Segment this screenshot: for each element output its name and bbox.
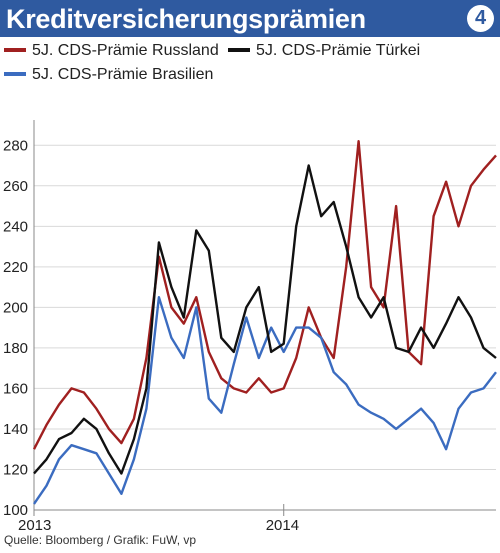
y-tick-label-180: 180: [3, 340, 28, 357]
series-line-russland: [32, 139, 497, 450]
y-tick-label-240: 240: [3, 218, 28, 235]
legend-swatch-russland: [4, 47, 26, 52]
chart-title: Kreditversicherungsprämien: [6, 4, 366, 34]
x-tick-label-2014: 2014: [266, 517, 299, 534]
legend-label-russland: 5J. CDS-Prämie Russland: [32, 42, 219, 59]
x-tick-label-2013: 2013: [18, 517, 51, 534]
figure-number-badge: 4: [467, 5, 494, 32]
source-note: Quelle: Bloomberg / Grafik: FuW, vp: [4, 533, 197, 547]
series-line-brasilien: [33, 296, 497, 505]
y-tick-label-120: 120: [3, 461, 28, 478]
legend-label-brasilien: 5J. CDS-Prämie Brasilien: [32, 66, 214, 83]
y-tick-label-220: 220: [3, 259, 28, 276]
legend-item-russland: 5J. CDS-Prämie Russland: [4, 41, 219, 61]
legend-item-brasilien: 5J. CDS-Prämie Brasilien: [4, 65, 213, 85]
title-bar: Kreditversicherungsprämien 4: [0, 0, 500, 37]
y-tick-label-140: 140: [3, 421, 28, 438]
legend-label-tuerkei: 5J. CDS-Prämie Türkei: [256, 42, 421, 59]
y-tick-label-260: 260: [3, 178, 28, 195]
series-line-tuerkei: [33, 164, 497, 475]
y-tick-label-280: 280: [3, 137, 28, 154]
legend-swatch-tuerkei: [228, 47, 250, 52]
y-tick-label-200: 200: [3, 299, 28, 316]
legend-swatch-brasilien: [4, 71, 26, 76]
y-tick-label-100: 100: [3, 502, 28, 519]
legend-item-tuerkei: 5J. CDS-Prämie Türkei: [228, 41, 420, 61]
y-tick-label-160: 160: [3, 380, 28, 397]
